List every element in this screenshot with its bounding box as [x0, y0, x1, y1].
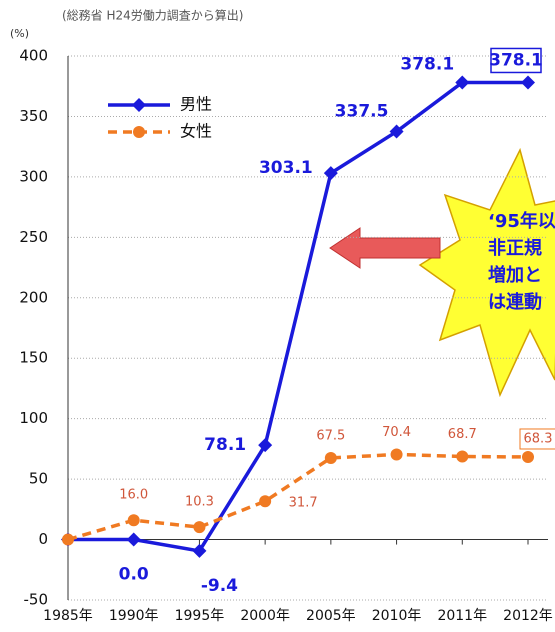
data-label: 67.5 — [316, 428, 345, 443]
marker — [258, 438, 273, 453]
marker — [324, 451, 337, 464]
series-line — [68, 80, 528, 553]
data-label: 378.1 — [400, 54, 454, 74]
data-label: 0.0 — [119, 565, 149, 585]
y-tick-label: -50 — [24, 591, 49, 609]
marker — [126, 532, 141, 547]
y-tick-label: 250 — [19, 228, 48, 246]
marker — [522, 450, 534, 463]
data-label: 68.3 — [524, 431, 553, 446]
data-label: -9.4 — [201, 576, 238, 596]
y-tick-label: 350 — [19, 107, 48, 125]
x-tick-label: 2011年 — [437, 608, 487, 624]
marker — [192, 543, 207, 558]
data-label: 70.4 — [382, 425, 411, 440]
legend-label: 女性 — [180, 122, 212, 141]
unit-label: (%) — [10, 27, 29, 40]
marker — [193, 521, 206, 534]
marker — [456, 450, 469, 463]
x-tick-label: 2010年 — [372, 608, 422, 624]
data-label: 378.1 — [489, 50, 543, 70]
series-line — [67, 452, 529, 542]
y-tick-label: 400 — [19, 47, 48, 65]
label-box — [490, 47, 542, 74]
marker — [259, 495, 272, 508]
annotation: は連動 — [488, 291, 542, 313]
data-label: 303.1 — [259, 158, 313, 178]
x-tick-label: 2005年 — [306, 608, 356, 624]
legend-marker — [133, 126, 145, 138]
data-label: 78.1 — [204, 435, 246, 455]
annotation: 増加と — [488, 264, 542, 286]
data-label: 31.7 — [289, 496, 318, 511]
legend-label: 男性 — [180, 95, 212, 114]
source: (総務省 H24労働力調査から算出) — [62, 8, 243, 23]
marker — [390, 448, 403, 461]
callout-star — [418, 147, 555, 398]
annotation: ‘95年以 — [488, 210, 555, 232]
data-label: 10.3 — [185, 495, 214, 510]
marker — [455, 75, 470, 90]
y-tick-label: 100 — [19, 409, 48, 427]
x-tick-label: 2000年 — [240, 608, 290, 624]
data-label: 337.5 — [335, 102, 389, 122]
data-label: 68.7 — [448, 427, 477, 442]
label-box — [519, 428, 555, 450]
y-tick-label: 50 — [29, 470, 48, 488]
marker — [127, 514, 140, 527]
annotation: 非正規 — [488, 237, 542, 259]
x-tick-label: 1995年 — [175, 608, 225, 624]
marker — [521, 75, 535, 90]
legend-marker — [132, 98, 146, 112]
marker — [62, 533, 74, 546]
x-tick-label: 1985年 — [43, 608, 93, 624]
x-tick-label: 2012年 — [503, 608, 553, 624]
y-tick-label: 0 — [38, 530, 48, 548]
marker — [323, 166, 338, 181]
marker — [389, 124, 404, 139]
y-tick-label: 300 — [19, 167, 48, 185]
y-tick-label: 150 — [19, 349, 48, 367]
data-label: 16.0 — [119, 488, 148, 503]
x-tick-label: 1990年 — [109, 608, 159, 624]
callout-arrow — [329, 227, 441, 269]
y-tick-label: 200 — [19, 288, 48, 306]
